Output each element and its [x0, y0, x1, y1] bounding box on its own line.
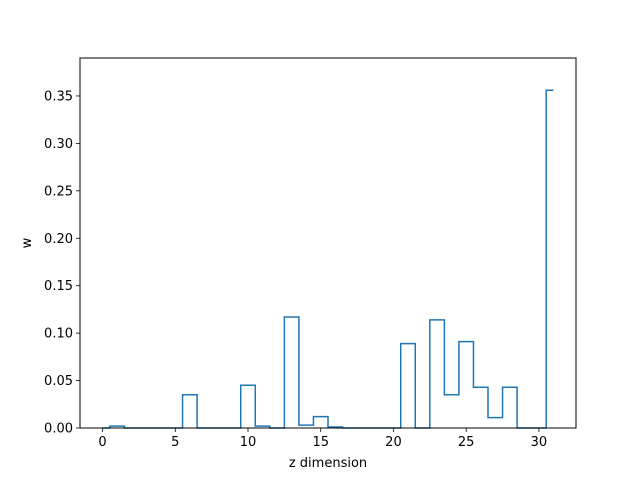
x-tick-label: 10 — [240, 435, 257, 450]
x-tick-label: 15 — [312, 435, 329, 450]
y-tick-label: 0.10 — [44, 327, 73, 342]
y-tick-label: 0.20 — [44, 232, 73, 247]
y-tick-label: 0.05 — [44, 374, 73, 389]
y-tick-label: 0.15 — [44, 279, 73, 294]
y-tick-label: 0.30 — [44, 137, 73, 152]
y-tick-label: 0.00 — [44, 422, 73, 437]
y-tick-label: 0.25 — [44, 184, 73, 199]
y-tick-label: 0.35 — [44, 89, 73, 104]
x-tick-label: 20 — [385, 435, 402, 450]
y-axis-label: w — [20, 237, 35, 248]
x-tick-label: 0 — [98, 435, 106, 450]
x-axis-label: z dimension — [289, 456, 367, 471]
x-tick-label: 25 — [458, 435, 475, 450]
x-tick-label: 5 — [171, 435, 179, 450]
x-tick-label: 30 — [531, 435, 548, 450]
